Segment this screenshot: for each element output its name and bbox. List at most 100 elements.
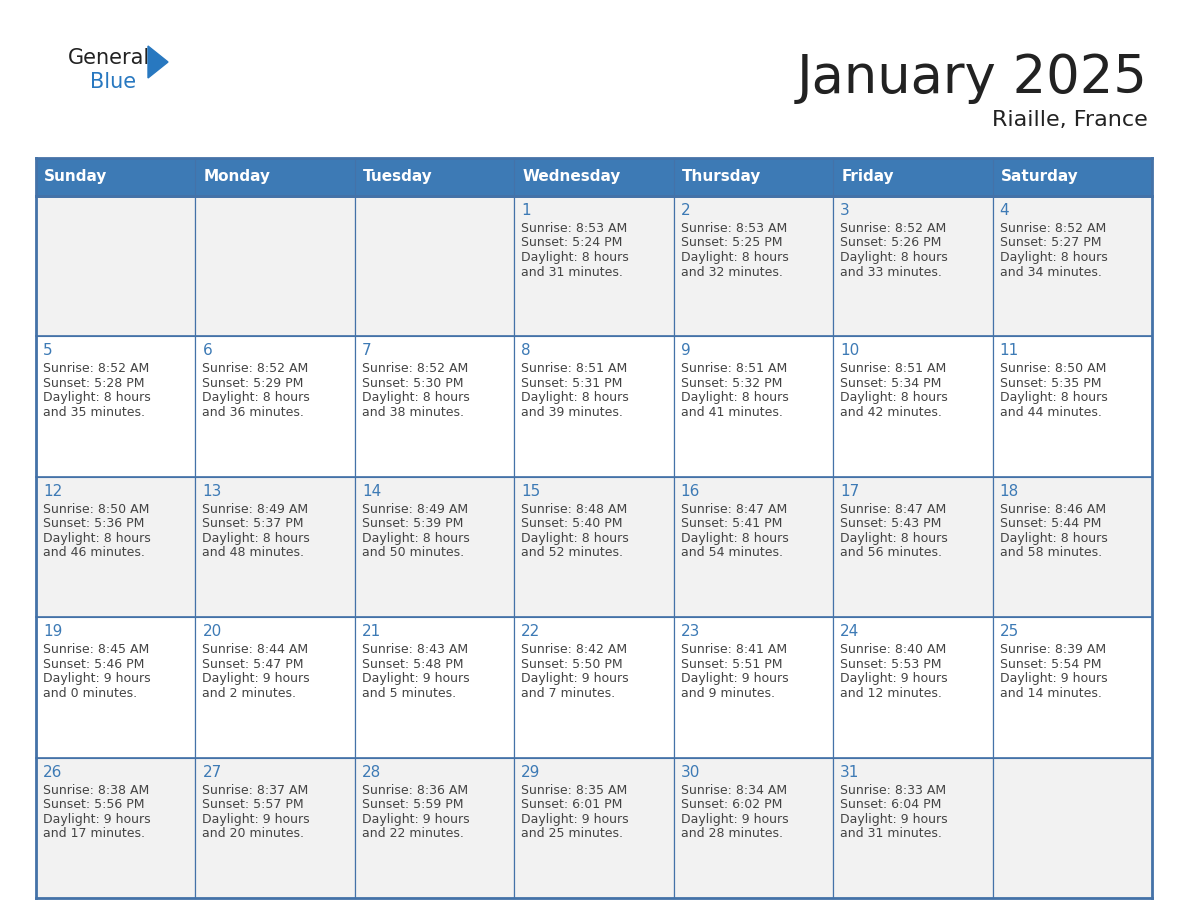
Text: Sunrise: 8:33 AM: Sunrise: 8:33 AM bbox=[840, 784, 947, 797]
Text: Blue: Blue bbox=[90, 72, 137, 92]
Text: Sunrise: 8:47 AM: Sunrise: 8:47 AM bbox=[681, 503, 786, 516]
Text: Sunrise: 8:49 AM: Sunrise: 8:49 AM bbox=[362, 503, 468, 516]
Bar bbox=[514, 196, 674, 336]
Bar bbox=[674, 158, 833, 196]
Text: Wednesday: Wednesday bbox=[523, 170, 620, 185]
Text: Daylight: 8 hours: Daylight: 8 hours bbox=[522, 532, 628, 544]
Text: Sunrise: 8:53 AM: Sunrise: 8:53 AM bbox=[522, 222, 627, 235]
Text: Sunrise: 8:39 AM: Sunrise: 8:39 AM bbox=[999, 644, 1106, 656]
Text: Daylight: 8 hours: Daylight: 8 hours bbox=[202, 391, 310, 405]
Bar bbox=[196, 336, 355, 476]
Text: Sunrise: 8:52 AM: Sunrise: 8:52 AM bbox=[362, 363, 468, 375]
Bar bbox=[514, 617, 674, 757]
Text: and 2 minutes.: and 2 minutes. bbox=[202, 687, 297, 700]
Text: Sunrise: 8:52 AM: Sunrise: 8:52 AM bbox=[999, 222, 1106, 235]
Text: Daylight: 8 hours: Daylight: 8 hours bbox=[999, 251, 1107, 264]
Text: and 56 minutes.: and 56 minutes. bbox=[840, 546, 942, 559]
Text: Sunset: 5:27 PM: Sunset: 5:27 PM bbox=[999, 237, 1101, 250]
Text: Sunrise: 8:47 AM: Sunrise: 8:47 AM bbox=[840, 503, 947, 516]
Text: Sunrise: 8:41 AM: Sunrise: 8:41 AM bbox=[681, 644, 786, 656]
Text: Daylight: 8 hours: Daylight: 8 hours bbox=[681, 251, 789, 264]
Text: and 58 minutes.: and 58 minutes. bbox=[999, 546, 1101, 559]
Text: Sunrise: 8:52 AM: Sunrise: 8:52 AM bbox=[840, 222, 947, 235]
Bar bbox=[992, 196, 1152, 336]
Text: Daylight: 8 hours: Daylight: 8 hours bbox=[522, 391, 628, 405]
Text: Sunset: 5:54 PM: Sunset: 5:54 PM bbox=[999, 657, 1101, 671]
Bar bbox=[36, 336, 196, 476]
Bar bbox=[992, 158, 1152, 196]
Text: Sunset: 5:39 PM: Sunset: 5:39 PM bbox=[362, 518, 463, 531]
Text: Sunset: 6:01 PM: Sunset: 6:01 PM bbox=[522, 798, 623, 812]
Text: Sunrise: 8:45 AM: Sunrise: 8:45 AM bbox=[43, 644, 150, 656]
Text: Sunset: 5:26 PM: Sunset: 5:26 PM bbox=[840, 237, 942, 250]
Text: and 48 minutes.: and 48 minutes. bbox=[202, 546, 304, 559]
Bar bbox=[196, 196, 355, 336]
Bar bbox=[36, 757, 196, 898]
Bar bbox=[514, 336, 674, 476]
Text: Sunset: 5:53 PM: Sunset: 5:53 PM bbox=[840, 657, 942, 671]
Text: 31: 31 bbox=[840, 765, 859, 779]
Text: Riaille, France: Riaille, France bbox=[992, 110, 1148, 130]
Text: Sunset: 5:35 PM: Sunset: 5:35 PM bbox=[999, 377, 1101, 390]
Text: Sunset: 6:02 PM: Sunset: 6:02 PM bbox=[681, 798, 782, 812]
Bar bbox=[36, 617, 196, 757]
Text: Sunset: 5:44 PM: Sunset: 5:44 PM bbox=[999, 518, 1101, 531]
Bar bbox=[833, 336, 992, 476]
Text: and 41 minutes.: and 41 minutes. bbox=[681, 406, 783, 419]
Text: Sunset: 5:37 PM: Sunset: 5:37 PM bbox=[202, 518, 304, 531]
Text: Thursday: Thursday bbox=[682, 170, 762, 185]
Text: and 31 minutes.: and 31 minutes. bbox=[522, 265, 624, 278]
Text: Daylight: 8 hours: Daylight: 8 hours bbox=[362, 391, 469, 405]
Text: Daylight: 8 hours: Daylight: 8 hours bbox=[362, 532, 469, 544]
Text: 12: 12 bbox=[43, 484, 62, 498]
Text: and 17 minutes.: and 17 minutes. bbox=[43, 827, 145, 840]
Text: 5: 5 bbox=[43, 343, 52, 358]
Text: 8: 8 bbox=[522, 343, 531, 358]
Text: Daylight: 8 hours: Daylight: 8 hours bbox=[681, 532, 789, 544]
Text: Daylight: 8 hours: Daylight: 8 hours bbox=[43, 532, 151, 544]
Text: 17: 17 bbox=[840, 484, 859, 498]
Text: 1: 1 bbox=[522, 203, 531, 218]
Text: Sunrise: 8:37 AM: Sunrise: 8:37 AM bbox=[202, 784, 309, 797]
Text: Daylight: 9 hours: Daylight: 9 hours bbox=[681, 672, 789, 685]
Text: 20: 20 bbox=[202, 624, 222, 639]
Text: 28: 28 bbox=[362, 765, 381, 779]
Text: and 38 minutes.: and 38 minutes. bbox=[362, 406, 463, 419]
Bar bbox=[514, 757, 674, 898]
Text: Daylight: 9 hours: Daylight: 9 hours bbox=[681, 812, 789, 825]
Text: Daylight: 8 hours: Daylight: 8 hours bbox=[522, 251, 628, 264]
Text: Sunset: 5:50 PM: Sunset: 5:50 PM bbox=[522, 657, 623, 671]
Bar bbox=[355, 158, 514, 196]
Bar bbox=[196, 617, 355, 757]
Text: Daylight: 9 hours: Daylight: 9 hours bbox=[362, 812, 469, 825]
Text: 26: 26 bbox=[43, 765, 63, 779]
Text: Sunrise: 8:52 AM: Sunrise: 8:52 AM bbox=[202, 363, 309, 375]
Text: Sunset: 5:25 PM: Sunset: 5:25 PM bbox=[681, 237, 782, 250]
Text: Sunrise: 8:53 AM: Sunrise: 8:53 AM bbox=[681, 222, 786, 235]
Text: Sunday: Sunday bbox=[44, 170, 107, 185]
Bar bbox=[36, 196, 196, 336]
Text: Sunrise: 8:50 AM: Sunrise: 8:50 AM bbox=[43, 503, 150, 516]
Text: Sunset: 5:24 PM: Sunset: 5:24 PM bbox=[522, 237, 623, 250]
Text: Daylight: 9 hours: Daylight: 9 hours bbox=[43, 672, 151, 685]
Text: 23: 23 bbox=[681, 624, 700, 639]
Text: and 9 minutes.: and 9 minutes. bbox=[681, 687, 775, 700]
Text: and 34 minutes.: and 34 minutes. bbox=[999, 265, 1101, 278]
Text: Daylight: 9 hours: Daylight: 9 hours bbox=[999, 672, 1107, 685]
Text: Sunset: 5:29 PM: Sunset: 5:29 PM bbox=[202, 377, 304, 390]
Text: and 36 minutes.: and 36 minutes. bbox=[202, 406, 304, 419]
Text: Sunrise: 8:52 AM: Sunrise: 8:52 AM bbox=[43, 363, 150, 375]
Bar bbox=[992, 476, 1152, 617]
Text: Friday: Friday bbox=[841, 170, 893, 185]
Text: Sunset: 6:04 PM: Sunset: 6:04 PM bbox=[840, 798, 942, 812]
Text: Sunrise: 8:40 AM: Sunrise: 8:40 AM bbox=[840, 644, 947, 656]
Text: and 31 minutes.: and 31 minutes. bbox=[840, 827, 942, 840]
Bar bbox=[196, 158, 355, 196]
Text: 9: 9 bbox=[681, 343, 690, 358]
Text: and 25 minutes.: and 25 minutes. bbox=[522, 827, 624, 840]
Text: Sunset: 5:56 PM: Sunset: 5:56 PM bbox=[43, 798, 145, 812]
Bar bbox=[992, 617, 1152, 757]
Text: Sunset: 5:48 PM: Sunset: 5:48 PM bbox=[362, 657, 463, 671]
Bar bbox=[196, 757, 355, 898]
Bar bbox=[833, 617, 992, 757]
